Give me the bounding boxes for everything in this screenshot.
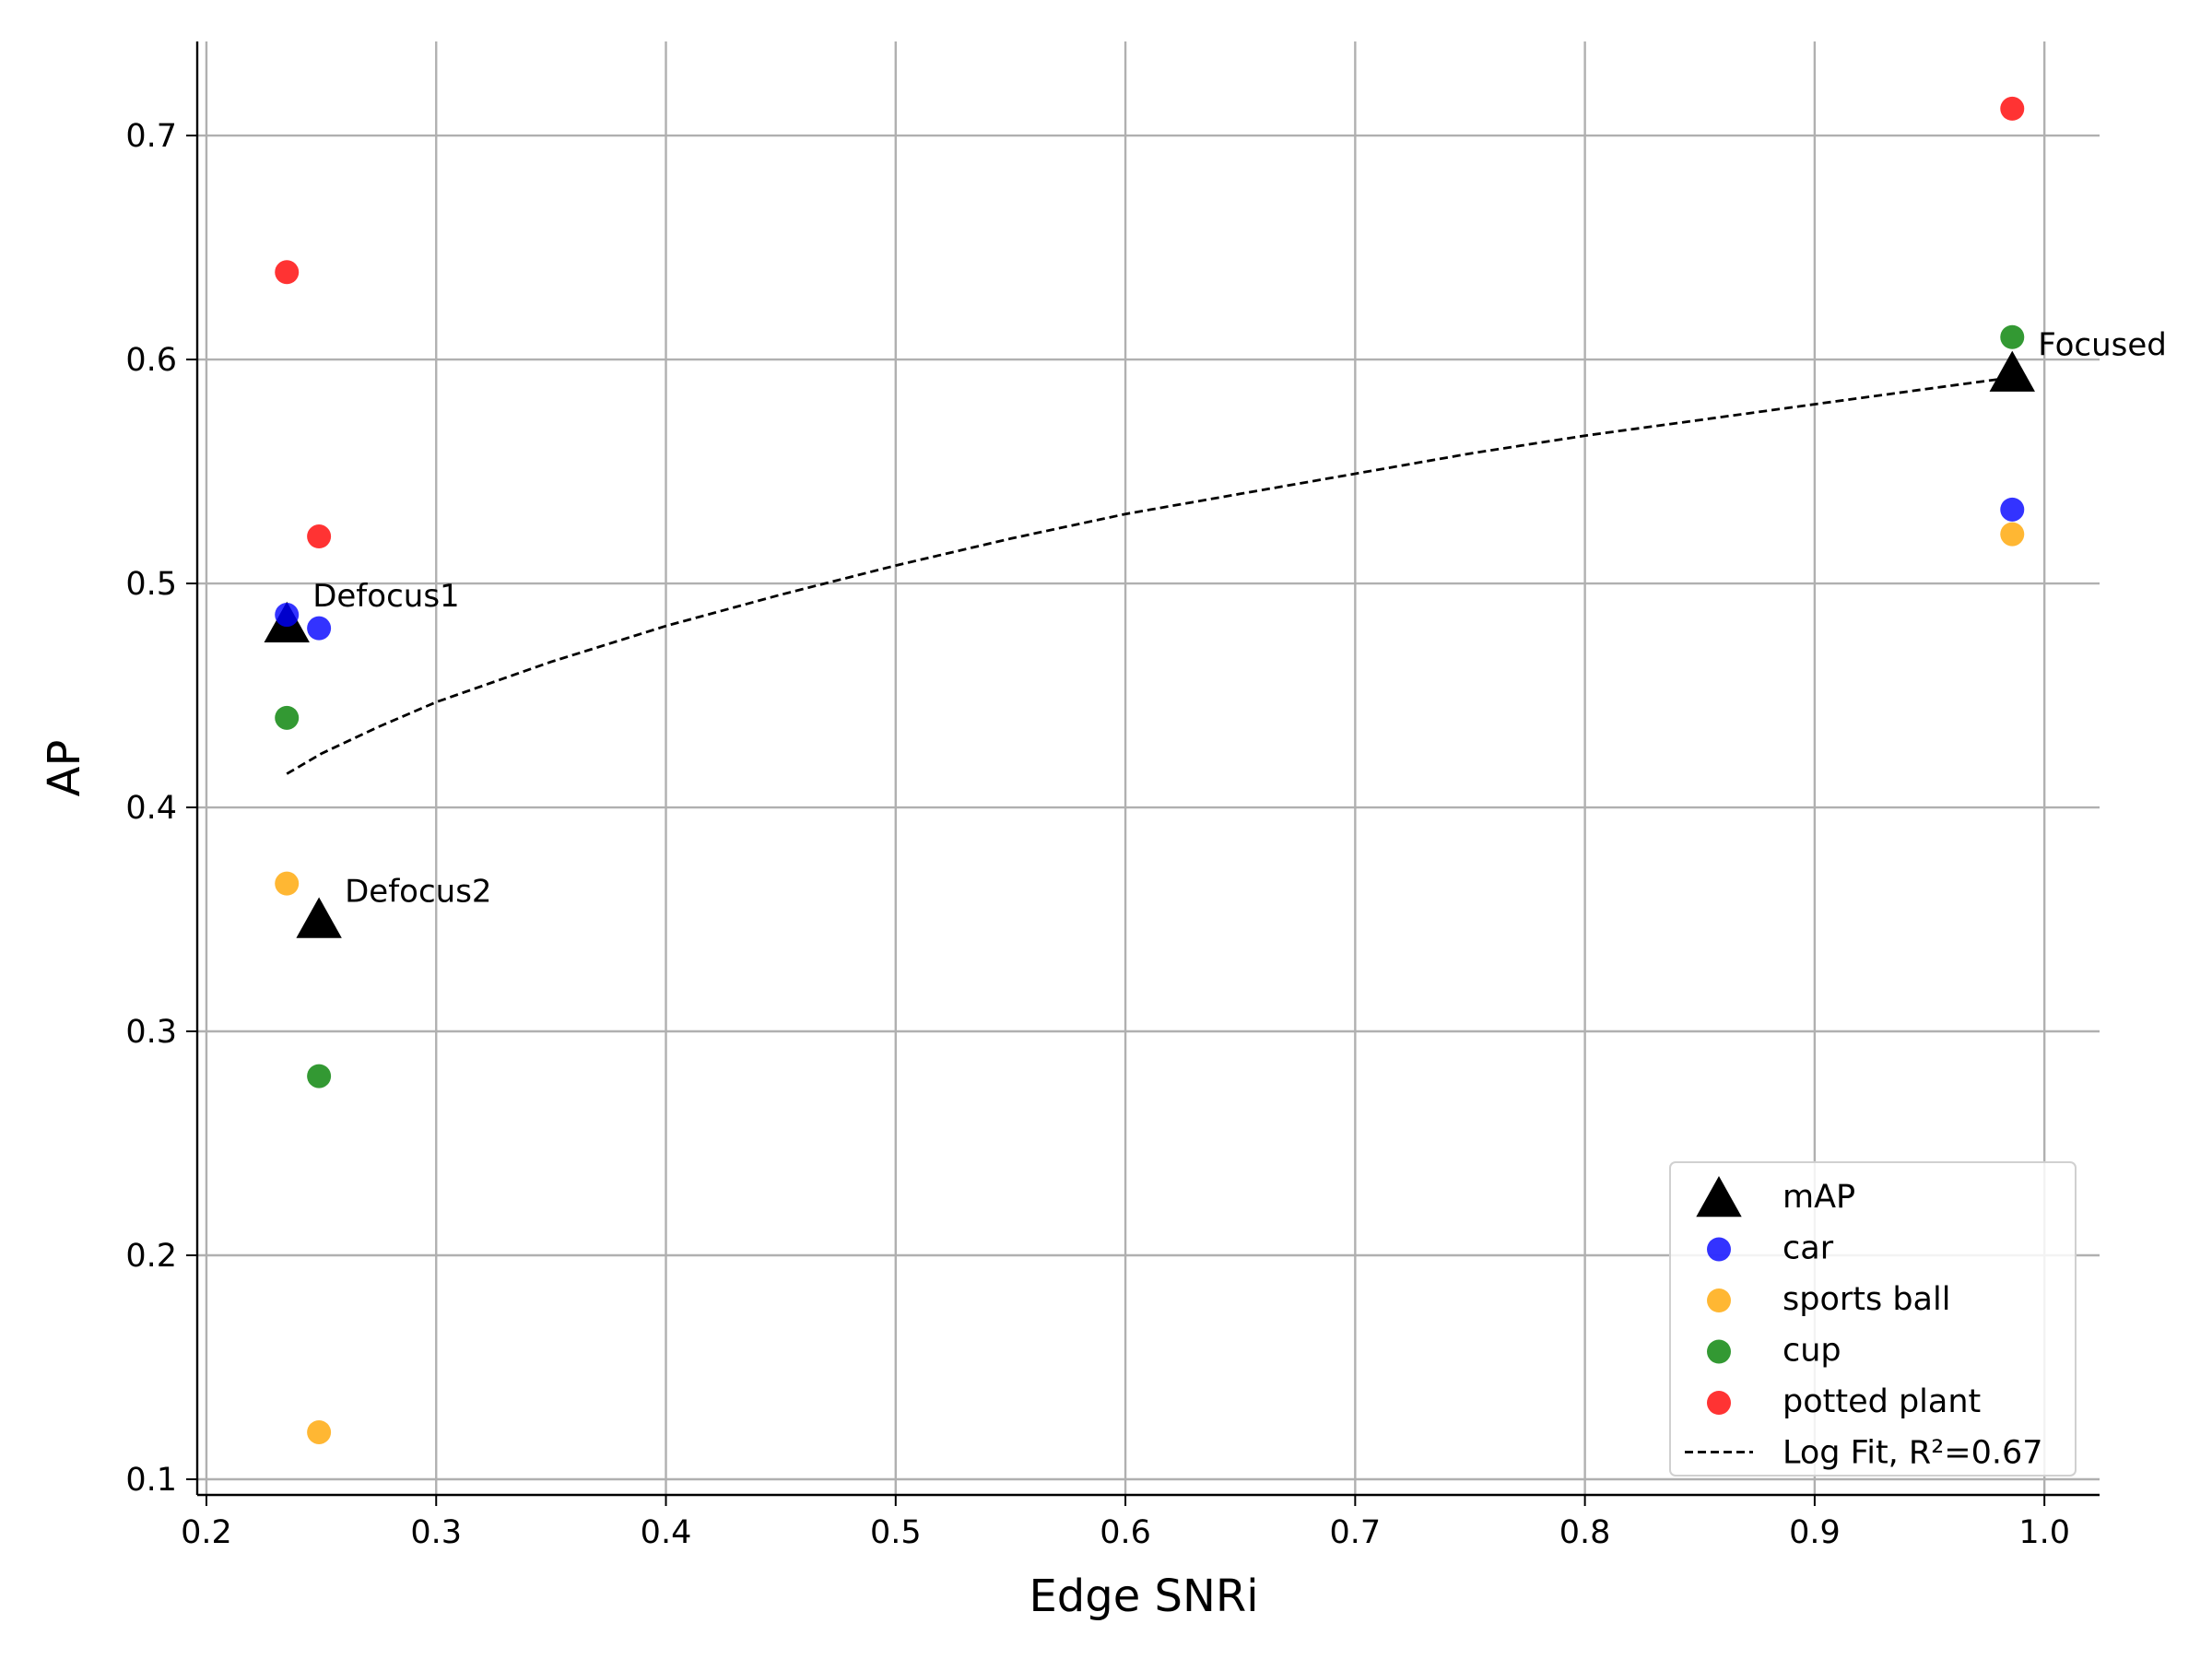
- annotation-label: Defocus2: [345, 874, 491, 911]
- grid: [197, 41, 2100, 1495]
- x-tick-label: 0.4: [641, 1514, 692, 1551]
- fit-layer: [286, 376, 2013, 775]
- legend-marker-cup: [1707, 1339, 1731, 1364]
- map-point: [296, 897, 342, 938]
- annotations: Defocus1 Defocus2 Focused: [312, 327, 2167, 911]
- cup-point: [275, 705, 300, 730]
- cup-point: [307, 1064, 332, 1088]
- legend-label-log-fit-r-0-67: Log Fit, R²=0.67: [1783, 1435, 2043, 1472]
- points-layer: [264, 96, 2035, 1444]
- x-tick-label: 1.0: [2018, 1514, 2070, 1551]
- car-point: [2000, 497, 2025, 522]
- map-point: [1989, 350, 2035, 392]
- x-tick-label: 0.8: [1559, 1514, 1611, 1551]
- x-tick-label: 0.9: [1789, 1514, 1841, 1551]
- cup-point: [2000, 324, 2025, 349]
- legend-marker-map: [1696, 1176, 1742, 1218]
- y-tick-label: 0.7: [125, 118, 177, 155]
- annotation-label: Defocus1: [312, 578, 459, 615]
- legend-marker-sports-ball: [1707, 1288, 1731, 1312]
- sports-ball-point: [275, 871, 300, 896]
- legend: mAP car sports ball cup potted plant Log Fit,…: [1669, 1161, 2077, 1477]
- y-tick-label: 0.4: [125, 790, 177, 827]
- sports-ball-point: [2000, 522, 2025, 547]
- x-tick-label: 0.2: [181, 1514, 232, 1551]
- x-tick-label: 0.3: [410, 1514, 462, 1551]
- x-tick-label: 0.5: [870, 1514, 922, 1551]
- legend-label-sports-ball: sports ball: [1783, 1281, 1950, 1318]
- y-tick-label: 0.5: [125, 566, 177, 603]
- potted-plant-point: [307, 524, 332, 549]
- sports-ball-point: [307, 1419, 332, 1444]
- potted-plant-point: [275, 260, 300, 285]
- y-tick-label: 0.2: [125, 1238, 177, 1275]
- legend-label-map: mAP: [1783, 1179, 1855, 1216]
- car-point: [275, 603, 300, 628]
- annotation-label: Focused: [2038, 327, 2167, 364]
- y-tick-label: 0.3: [125, 1014, 177, 1051]
- legend-label-potted-plant: potted plant: [1783, 1383, 1981, 1420]
- legend-marker-potted-plant: [1707, 1391, 1731, 1415]
- y-axis-title: AP: [39, 740, 90, 797]
- x-tick-label: 0.6: [1100, 1514, 1151, 1551]
- potted-plant-point: [2000, 96, 2025, 121]
- log-fit-line: [286, 376, 2013, 775]
- x-tick-label: 0.7: [1330, 1514, 1382, 1551]
- legend-marker-car: [1707, 1237, 1731, 1262]
- axes: 0.2 0.3 0.4 0.5 0.6 0.7 0.8 0.9 1.00.10.20.30.40…: [125, 41, 2100, 1551]
- y-tick-label: 0.6: [125, 342, 177, 379]
- y-tick-label: 0.1: [125, 1462, 177, 1499]
- car-point: [307, 616, 332, 641]
- legend-label-cup: cup: [1783, 1333, 1841, 1370]
- legend-box: [1669, 1161, 2077, 1477]
- legend-label-car: car: [1783, 1230, 1834, 1267]
- x-axis-title: Edge SNRi: [1029, 1571, 1258, 1622]
